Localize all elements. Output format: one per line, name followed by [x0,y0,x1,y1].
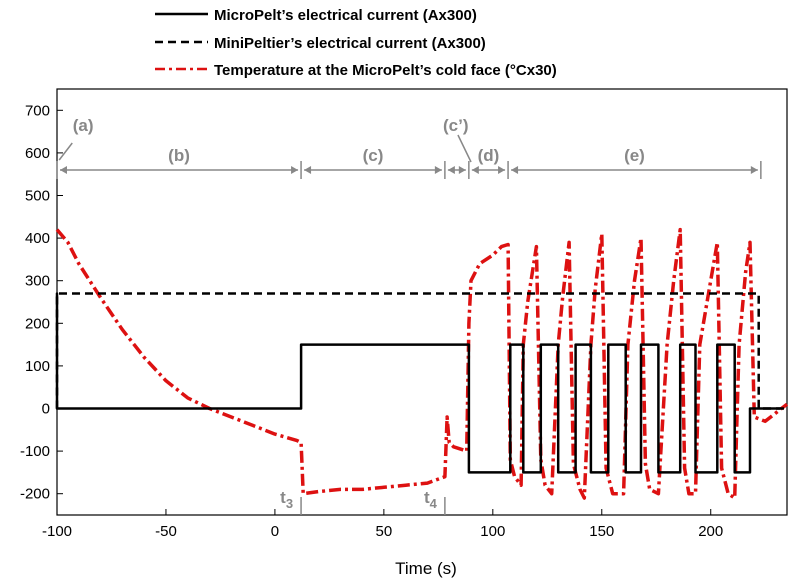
y-tick-label: 0 [42,401,50,418]
phase-arrowhead-left [471,166,479,174]
series-line-dashdot [55,227,789,500]
data-series [55,227,789,500]
y-tick-label: 100 [25,358,50,375]
phase-arrowhead-left [304,166,312,174]
x-tick-label: -100 [42,523,72,540]
legend-entry-0: MicroPelt’s electrical current (Ax300) [214,7,477,24]
y-tick-label: 200 [25,315,50,332]
x-tick-label: 0 [271,523,279,540]
legend: MicroPelt’s electrical current (Ax300) M… [155,7,557,79]
phase-arrowhead-right [498,166,506,174]
plot-frame [56,88,788,516]
phase-c-prime-pointer [457,134,472,163]
phase-arrowhead-right [434,166,442,174]
phase-label: (c) [363,146,384,165]
y-tick-label: 500 [25,188,50,205]
x-tick-label: -50 [155,523,177,540]
time-mark-label: t4 [424,488,438,511]
phase-label: (e) [624,146,645,165]
phase-arrowhead-right [750,166,758,174]
axis-ticks: -100 -50 0 50 100 150 200 -200 -100 0 100 200 300 400… [20,102,723,540]
x-axis-label: Time (s) [395,559,457,578]
y-tick-label: 700 [25,102,50,119]
phase-arrowhead-left [511,166,519,174]
phase-label: (b) [168,146,190,165]
series-line-solid [55,292,781,474]
phase-label: (c’) [443,116,469,135]
y-tick-label: 600 [25,145,50,162]
phase-arrowhead-right [458,166,466,174]
x-tick-label: 200 [698,523,723,540]
y-tick-label: -100 [20,443,50,460]
x-tick-label: 100 [480,523,505,540]
series-line-dashed [55,292,787,410]
y-tick-label: 300 [25,273,50,290]
phase-arrowhead-left [60,166,67,174]
time-mark-label: t3 [280,488,293,511]
legend-entry-2: Temperature at the MicroPelt’s cold face… [214,62,557,79]
phase-label: (d) [478,146,500,165]
legend-entry-1: MiniPeltier’s electrical current (Ax300) [214,35,486,52]
phase-label: (a) [73,116,94,135]
phase-arrowhead-right [291,166,299,174]
x-tick-label: 150 [589,523,614,540]
y-tick-label: -200 [20,486,50,503]
y-tick-label: 400 [25,230,50,247]
phase-a-pointer [58,142,73,161]
phase-arrowhead-left [447,166,455,174]
phase-annotations: (a) (b) (c) (c’) (d) (e) [56,116,762,179]
x-tick-label: 50 [376,523,393,540]
